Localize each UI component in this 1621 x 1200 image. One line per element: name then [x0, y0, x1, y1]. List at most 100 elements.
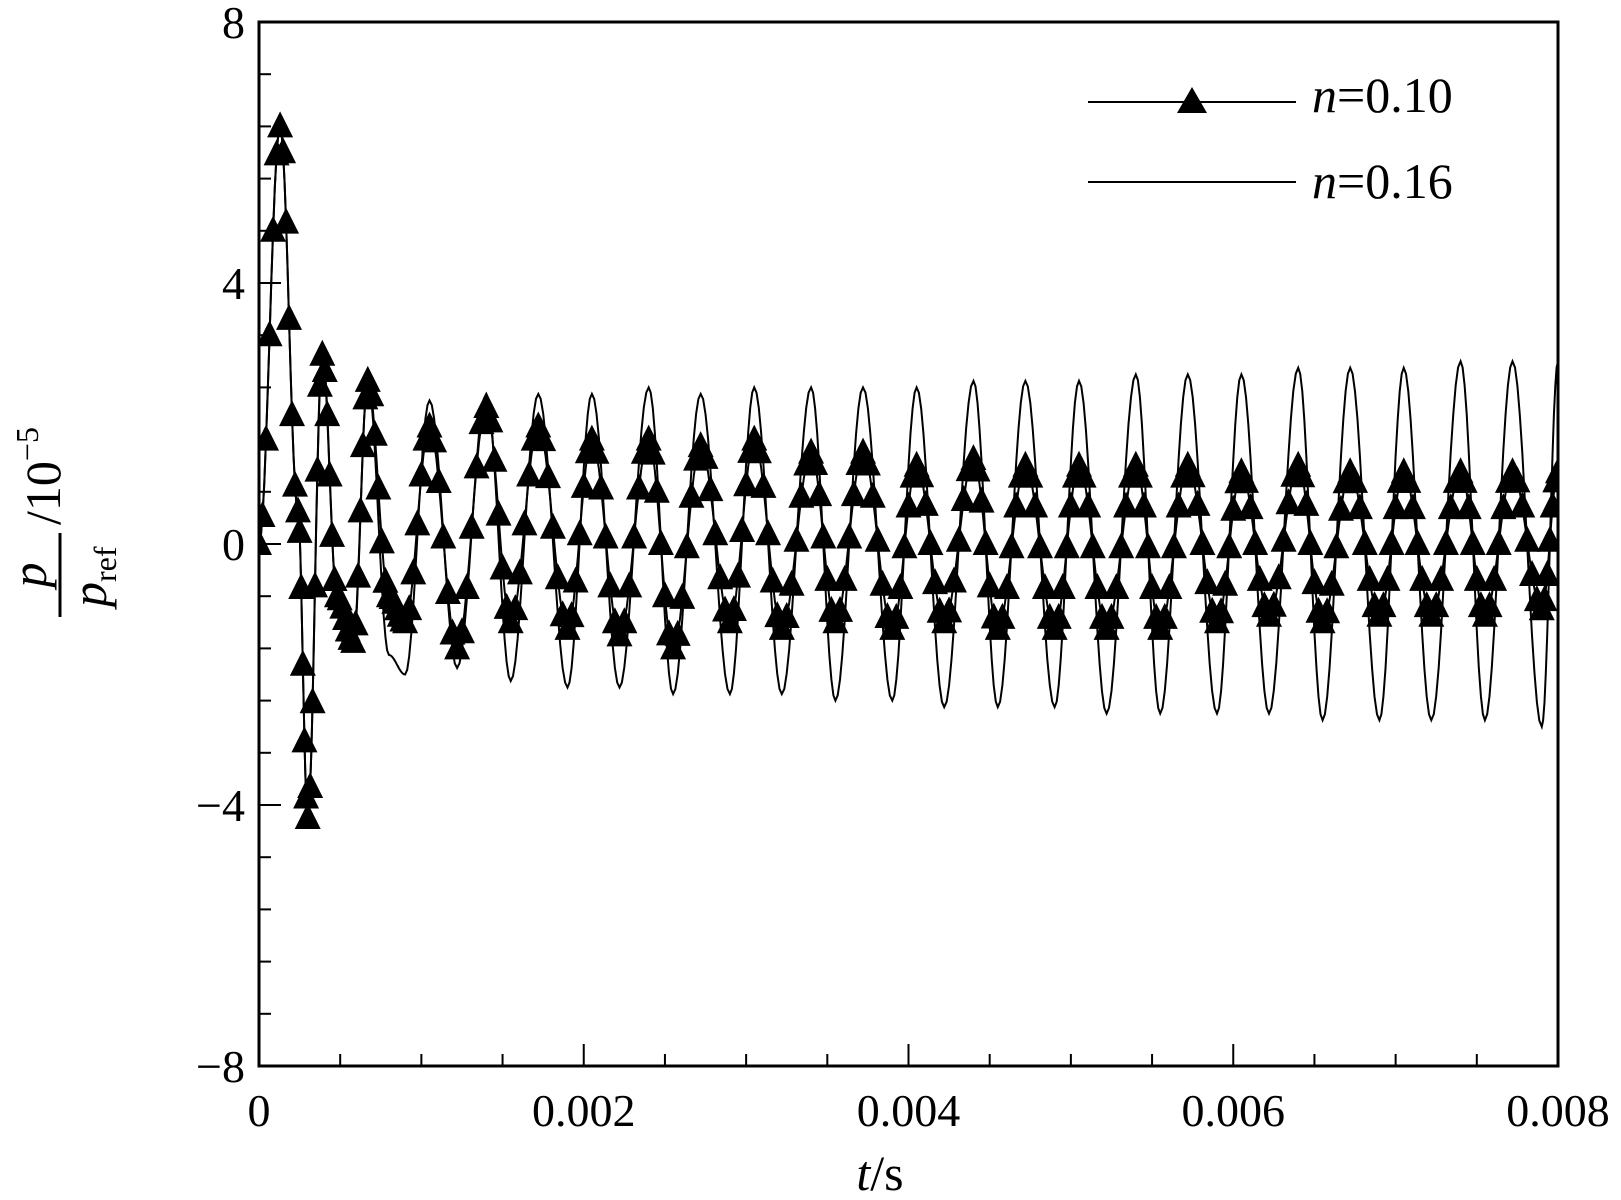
- series-marker-n010: [1382, 493, 1409, 520]
- series-marker-n010: [284, 496, 311, 523]
- series-marker-n010: [912, 489, 939, 516]
- series-marker-n010: [972, 529, 999, 555]
- y-axis-label: p pref /10−5: [1, 427, 123, 617]
- series-marker-n010: [316, 460, 343, 487]
- series-marker-n010: [917, 529, 944, 555]
- series-marker-n010: [1509, 491, 1536, 518]
- series-marker-n010: [1504, 466, 1531, 493]
- series-marker-n010: [678, 481, 705, 508]
- series-marker-n010: [1098, 602, 1125, 629]
- x-label-unit: s: [884, 1145, 903, 1200]
- series-marker-n010: [489, 553, 516, 580]
- series-marker-n010: [1409, 564, 1436, 591]
- series-marker-n010: [506, 558, 533, 585]
- series-layer: [259, 111, 1558, 830]
- series-marker-n010: [319, 520, 346, 547]
- series-marker-n010: [368, 527, 395, 554]
- series-marker-n010: [481, 445, 508, 472]
- series-marker-n010: [1232, 466, 1259, 493]
- series-marker-n010: [936, 596, 963, 623]
- series-marker-n010: [260, 215, 287, 242]
- series-marker-n010: [692, 442, 719, 469]
- series-marker-n010: [836, 522, 863, 549]
- series-marker-n010: [1327, 494, 1354, 521]
- series-marker-n010: [289, 649, 316, 676]
- series-marker-n010: [302, 571, 329, 598]
- series-marker-n010: [964, 455, 991, 482]
- series-marker-n010: [651, 581, 678, 608]
- series-marker-n010: [1539, 491, 1558, 518]
- series-marker-n010: [810, 522, 837, 549]
- series-marker-n010: [592, 522, 619, 549]
- x-label-variable: t: [856, 1145, 871, 1200]
- series-marker-n010: [1017, 461, 1044, 488]
- series-marker-n010: [566, 519, 593, 546]
- series-marker-n010: [502, 594, 529, 621]
- series-marker-n010: [1346, 493, 1373, 520]
- series-marker-n010: [1481, 564, 1508, 591]
- series-marker-n010: [994, 573, 1021, 600]
- series-marker-n010: [1395, 466, 1422, 493]
- series-marker-n010: [1451, 466, 1478, 493]
- series-marker-n010: [342, 609, 369, 636]
- series-marker-n010: [279, 400, 306, 427]
- series-marker-n010: [1534, 559, 1558, 586]
- series-marker-n010: [1057, 491, 1084, 518]
- series-marker-n010: [1151, 602, 1178, 629]
- series-marker-n010: [354, 365, 381, 392]
- series-marker-n010: [1270, 525, 1297, 552]
- series-marker-n010: [267, 111, 294, 138]
- series-marker-n010: [1160, 532, 1187, 559]
- series-marker-n010: [639, 438, 666, 465]
- series-marker-n010: [1536, 525, 1558, 552]
- series-marker-n010: [664, 619, 691, 646]
- series-marker-n010: [887, 573, 914, 600]
- series-marker-n010: [306, 370, 333, 397]
- series-marker-n010: [340, 626, 367, 653]
- series-marker-n010: [421, 426, 448, 453]
- series-marker-n010: [309, 339, 336, 366]
- series-marker-n010: [597, 571, 624, 598]
- series-marker-n010: [453, 573, 480, 600]
- series-marker-n010: [1246, 564, 1273, 591]
- series-marker-n010: [408, 460, 435, 487]
- series-marker-n010: [1265, 563, 1292, 590]
- series-marker-n010: [270, 137, 297, 164]
- series-marker-n010: [750, 471, 777, 498]
- series-marker-n010: [940, 566, 967, 593]
- series-marker-n010: [473, 391, 500, 418]
- series-marker-n010: [1113, 491, 1140, 518]
- series-marker-n010: [1126, 461, 1153, 488]
- y-label-scale-exponent: −5: [9, 427, 45, 461]
- series-marker-n010: [989, 602, 1016, 629]
- series-marker-n010: [968, 486, 995, 513]
- series-marker-n010: [1027, 532, 1054, 559]
- series-marker-n010: [463, 452, 490, 479]
- y-label-subscript: ref: [87, 546, 123, 582]
- series-marker-n010: [827, 595, 854, 622]
- series-marker-n010: [434, 577, 461, 604]
- series-marker-n010: [745, 437, 772, 464]
- y-tick-label: −4: [196, 780, 245, 831]
- series-marker-n010: [802, 449, 829, 476]
- series-marker-n010: [773, 602, 800, 629]
- series-marker-n010: [588, 473, 615, 500]
- svg-text:/10−5: /10−5: [9, 427, 71, 525]
- series-marker-n010: [1220, 494, 1247, 521]
- series-marker-n010: [1289, 461, 1316, 488]
- series-marker-n010: [702, 519, 729, 546]
- series-marker-n010: [1156, 573, 1183, 600]
- series-marker-n010: [869, 569, 896, 596]
- series-marker-n010: [859, 481, 886, 508]
- series-marker-n010: [1297, 529, 1324, 555]
- series-marker-n010: [365, 473, 392, 500]
- series-marker-n010: [1135, 532, 1162, 559]
- series-marker-n010: [1399, 493, 1426, 520]
- series-marker-n010: [311, 355, 338, 382]
- y-tick-label: 4: [222, 258, 245, 309]
- series-marker-n010: [621, 522, 648, 549]
- series-marker-n010: [1378, 529, 1405, 555]
- series-marker-n010: [1293, 489, 1320, 516]
- series-marker-n010: [314, 400, 341, 427]
- series-marker-n010: [755, 519, 782, 546]
